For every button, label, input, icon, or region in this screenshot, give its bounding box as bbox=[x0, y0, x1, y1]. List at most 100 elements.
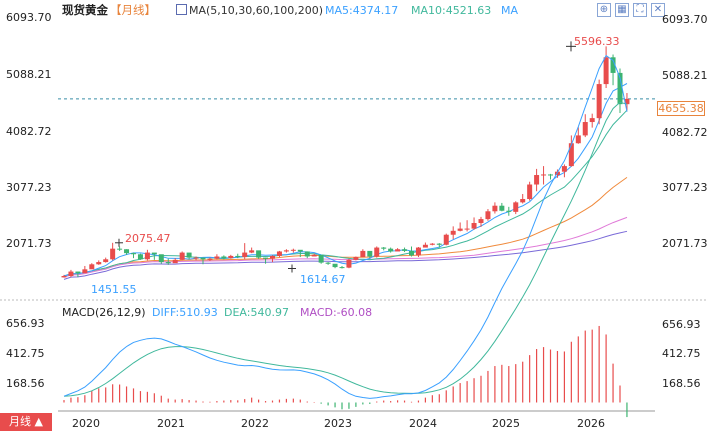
x-label-year: 2023 bbox=[324, 417, 352, 430]
macd-y-label-right: 168.56 bbox=[662, 377, 701, 390]
close-icon[interactable]: ✕ bbox=[651, 3, 665, 17]
candle-body bbox=[506, 210, 512, 212]
candle-body bbox=[186, 252, 192, 258]
candle-body bbox=[131, 253, 136, 255]
ma10-line bbox=[63, 109, 628, 277]
candle-body bbox=[276, 251, 282, 256]
crosshair-icon[interactable]: ⊕ bbox=[597, 3, 611, 17]
grid-icon[interactable]: ▦ bbox=[615, 3, 629, 17]
period-tag[interactable]: 【月线】 bbox=[110, 3, 156, 17]
candle-body bbox=[374, 247, 380, 257]
x-label-year: 2021 bbox=[157, 417, 185, 430]
macd-diff-line bbox=[63, 54, 628, 399]
candle-body bbox=[513, 202, 519, 212]
macd-y-label-left: 168.56 bbox=[6, 377, 45, 390]
macd-y-label-right: 656.93 bbox=[662, 318, 701, 331]
ma30-line bbox=[63, 176, 628, 277]
candle-body bbox=[96, 262, 102, 265]
x-label-year: 2020 bbox=[72, 417, 100, 430]
candle-body bbox=[89, 264, 95, 270]
candle-body bbox=[402, 249, 408, 251]
candle-body bbox=[603, 57, 609, 85]
candle-body bbox=[228, 255, 234, 259]
candle-body bbox=[534, 175, 540, 185]
macd-y-label-right: 412.75 bbox=[662, 347, 701, 360]
candle-body bbox=[242, 252, 248, 258]
ma-toggle-icon[interactable] bbox=[176, 4, 187, 15]
fullscreen-icon[interactable]: ⛶ bbox=[633, 3, 647, 17]
candle-body bbox=[429, 243, 435, 245]
candle-body bbox=[263, 257, 269, 259]
candle-body bbox=[297, 249, 303, 252]
x-label-year: 2025 bbox=[492, 417, 520, 430]
ma100-line bbox=[63, 230, 628, 280]
candle-body bbox=[624, 98, 630, 105]
macd-diff-value: DIFF:510.93 bbox=[152, 306, 218, 319]
candle-body bbox=[548, 174, 553, 176]
candle-body bbox=[422, 244, 428, 248]
high-2020-annotation: 2075.47 bbox=[125, 232, 171, 245]
candle-body bbox=[304, 251, 310, 257]
candle-body bbox=[450, 230, 456, 235]
candle-body bbox=[137, 254, 143, 260]
candle-body bbox=[610, 57, 616, 73]
candle-body bbox=[367, 250, 373, 257]
candle-body bbox=[443, 234, 449, 245]
candle-body bbox=[568, 143, 574, 167]
x-label-year: 2026 bbox=[577, 417, 605, 430]
candle-body bbox=[283, 250, 289, 252]
period-switch-button[interactable]: 月线 ▲ bbox=[0, 413, 52, 431]
macd-dea-value: DEA:540.97 bbox=[224, 306, 289, 319]
ma-indicator-label[interactable]: MA(5,10,30,60,100,200) bbox=[189, 4, 324, 17]
macd-y-label-left: 412.75 bbox=[6, 347, 45, 360]
candle-body bbox=[381, 247, 387, 249]
candle-body bbox=[75, 271, 81, 274]
candle-body bbox=[485, 211, 491, 220]
candle-body bbox=[499, 205, 505, 211]
candle-body bbox=[249, 250, 255, 253]
ma5-line bbox=[63, 83, 628, 277]
y-label-right: 5088.21 bbox=[662, 69, 708, 82]
candle-body bbox=[270, 255, 275, 259]
candle-body bbox=[478, 219, 484, 224]
candle-body bbox=[290, 249, 296, 251]
candle-body bbox=[554, 171, 560, 176]
y-label-left: 4082.72 bbox=[6, 125, 52, 138]
candle-body bbox=[520, 199, 526, 203]
macd-value: MACD:-60.08 bbox=[300, 306, 373, 319]
ma10-value: MA10:4521.63 bbox=[411, 4, 492, 17]
candle-body bbox=[235, 255, 241, 258]
x-label-year: 2024 bbox=[409, 417, 437, 430]
ma5-value: MA5:4374.17 bbox=[325, 4, 399, 17]
candle-body bbox=[256, 250, 262, 258]
candle-body bbox=[179, 252, 185, 260]
candle-body bbox=[172, 259, 178, 264]
candle-body bbox=[575, 135, 581, 144]
ma60-line bbox=[63, 216, 628, 278]
y-label-left: 5088.21 bbox=[6, 68, 52, 81]
candle-body bbox=[617, 72, 623, 105]
y-label-left: 3077.23 bbox=[6, 181, 52, 194]
candle-body bbox=[360, 250, 366, 258]
candle-body bbox=[409, 250, 414, 256]
macd-dea-line bbox=[63, 101, 628, 397]
candle-body bbox=[395, 249, 401, 252]
y-label-right: 4082.72 bbox=[662, 126, 708, 139]
y-label-right: 2071.73 bbox=[662, 237, 708, 250]
candle-body bbox=[582, 122, 588, 136]
candle-body bbox=[561, 166, 567, 172]
macd-label[interactable]: MACD(26,12,9) bbox=[62, 306, 146, 319]
high-annotation: 5596.33 bbox=[574, 35, 620, 48]
candle-body bbox=[200, 257, 206, 260]
candle-body bbox=[117, 248, 123, 250]
candle-body bbox=[346, 259, 352, 268]
y-label-left: 6093.70 bbox=[6, 11, 52, 24]
candle-body bbox=[332, 263, 338, 268]
candle-body bbox=[165, 262, 171, 264]
candle-body bbox=[82, 269, 88, 274]
y-label-left: 2071.73 bbox=[6, 237, 52, 250]
current-price-tag: 4655.38 bbox=[657, 101, 705, 116]
y-label-right: 3077.23 bbox=[662, 181, 708, 194]
